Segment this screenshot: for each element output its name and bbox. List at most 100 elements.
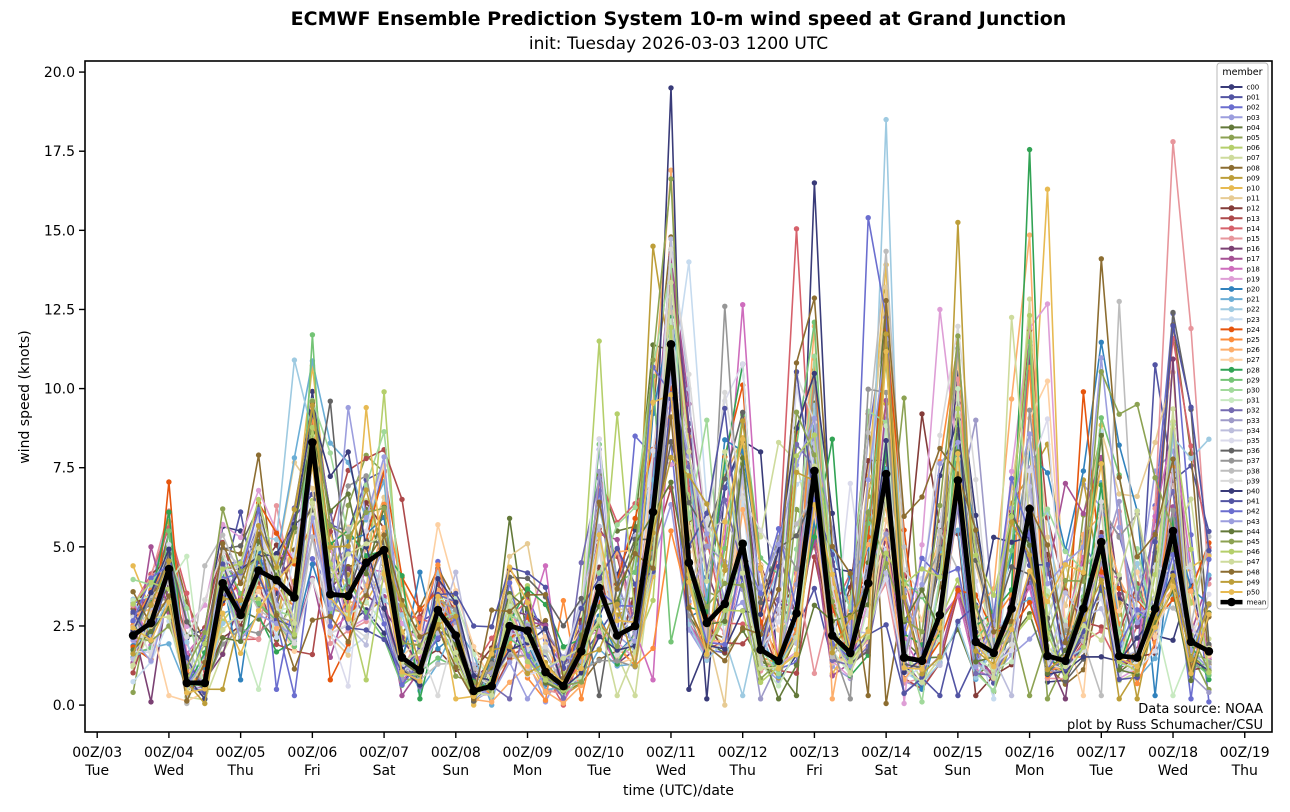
legend-swatch-marker: [1228, 296, 1235, 302]
y-axis-label: wind speed (knots): [17, 330, 33, 464]
x-tick-label-dow: Tue: [586, 763, 611, 779]
legend-item-label: p47: [1247, 558, 1260, 566]
legend-item-label: p46: [1247, 548, 1261, 556]
legend-item-label: p22: [1247, 306, 1260, 314]
legend-swatch-marker: [1228, 336, 1235, 343]
legend-swatch-marker: [1228, 568, 1235, 575]
legend-box: [1216, 62, 1269, 610]
legend-item-label: p18: [1247, 265, 1260, 273]
legend-item-label: p09: [1247, 174, 1260, 182]
legend-swatch-marker: [1228, 154, 1235, 161]
x-tick-label-utc: 00Z/17: [1076, 745, 1126, 761]
legend-swatch-marker: [1228, 589, 1235, 595]
legend-item-label: p39: [1247, 477, 1260, 485]
legend-swatch-marker: [1227, 597, 1236, 607]
legend-item-label: p40: [1247, 488, 1260, 496]
x-tick-label-utc: 00Z/09: [503, 745, 553, 761]
legend-swatch-marker: [1228, 366, 1235, 373]
legend-swatch-marker: [1228, 276, 1235, 282]
legend-item-p04: p04: [1220, 124, 1261, 132]
legend-swatch-marker: [1228, 478, 1235, 484]
legend-swatch-marker: [1228, 164, 1235, 171]
legend-item-label: p30: [1247, 387, 1260, 395]
legend-item-p37: p37: [1220, 457, 1260, 465]
legend-item-p47: p47: [1220, 558, 1260, 566]
legend-item-label: mean: [1247, 599, 1267, 607]
legend-item-p31: p31: [1220, 397, 1260, 405]
x-tick-label-dow: Mon: [513, 763, 543, 779]
x-tick-label-dow: Thu: [729, 763, 756, 779]
legend-swatch-marker: [1228, 215, 1235, 222]
legend-item-p17: p17: [1220, 255, 1260, 263]
x-tick-label-utc: 00Z/13: [789, 745, 839, 761]
legend-item-p28: p28: [1220, 366, 1260, 374]
y-tick-label: 7.5: [53, 461, 75, 477]
legend-item-p09: p09: [1220, 174, 1260, 182]
legend-item-p44: p44: [1220, 528, 1260, 536]
legend-swatch-marker: [1228, 316, 1235, 323]
legend-item-p25: p25: [1220, 336, 1260, 344]
legend-item-label: p02: [1247, 104, 1260, 112]
legend-item-label: p19: [1247, 275, 1260, 283]
x-tick-label-dow: Sun: [945, 763, 972, 779]
legend-swatch-marker: [1228, 104, 1235, 111]
legend-item-p36: p36: [1220, 447, 1261, 455]
x-tick-label-utc: 00Z/10: [574, 745, 624, 761]
legend-item-p07: p07: [1220, 154, 1260, 162]
legend-item-p11: p11: [1220, 195, 1260, 203]
legend-swatch-marker: [1228, 255, 1235, 262]
legend-swatch-marker: [1228, 84, 1235, 90]
legend-swatch-marker: [1228, 528, 1235, 535]
legend-item-label: p08: [1247, 164, 1260, 172]
x-tick-label-dow: Sat: [875, 763, 898, 779]
chart-subtitle: init: Tuesday 2026-03-03 1200 UTC: [528, 34, 829, 54]
legend-item-p33: p33: [1220, 417, 1260, 425]
legend-item-p34: p34: [1220, 427, 1260, 435]
legend-swatch-marker: [1228, 427, 1235, 434]
legend-item-label: p42: [1247, 508, 1260, 516]
legend-swatch-marker: [1228, 94, 1235, 100]
legend-title: member: [1222, 67, 1262, 78]
x-tick-label-dow: Thu: [226, 763, 253, 779]
legend-item-p01: p01: [1220, 94, 1260, 102]
legend-item-label: p29: [1247, 376, 1260, 384]
legend-item-label: p13: [1247, 215, 1260, 223]
legend-item-p13: p13: [1220, 215, 1260, 223]
legend-item-label: c00: [1247, 84, 1260, 92]
legend-item-label: p45: [1247, 538, 1260, 546]
x-tick-label-dow: Wed: [154, 763, 185, 779]
credit-note: plot by Russ Schumacher/CSU: [1067, 717, 1263, 733]
plot-border: [84, 60, 1273, 733]
x-tick-label-utc: 00Z/16: [1005, 745, 1055, 761]
x-tick-label-dow: Tue: [1088, 763, 1113, 779]
x-tick-label-dow: Wed: [656, 763, 687, 779]
legend-item-p27: p27: [1220, 356, 1260, 364]
legend-swatch-marker: [1228, 205, 1235, 212]
legend-swatch-marker: [1228, 326, 1235, 333]
legend-item-label: p03: [1247, 114, 1260, 122]
x-tick-label-dow: Mon: [1015, 763, 1045, 779]
legend-swatch-marker: [1228, 498, 1235, 504]
legend-item-p21: p21: [1220, 296, 1260, 304]
x-tick-label-utc: 00Z/18: [1148, 745, 1198, 761]
x-tick-label-dow: Sun: [442, 763, 469, 779]
x-tick-label-utc: 00Z/07: [359, 745, 409, 761]
legend-item-label: p36: [1247, 447, 1261, 455]
legend-swatch-marker: [1228, 114, 1235, 121]
legend-item-p42: p42: [1220, 508, 1260, 516]
legend-item-label: p33: [1247, 417, 1260, 425]
legend-item-label: p20: [1247, 286, 1260, 294]
legend-item-p24: p24: [1220, 326, 1260, 334]
legend-item-p23: p23: [1220, 316, 1260, 324]
x-tick-label-utc: 00Z/15: [933, 745, 983, 761]
legend-item-label: p06: [1247, 144, 1261, 152]
legend: member c00 p01 p02 p03 p04 p05 p06 p07 p08 p09 p10 p…: [1216, 62, 1269, 610]
legend-item-mean: mean: [1220, 597, 1267, 607]
x-tick-label-utc: 00Z/05: [216, 745, 266, 761]
y-tick-label: 15.0: [44, 223, 75, 239]
legend-item-label: p21: [1247, 296, 1260, 304]
legend-item-label: p28: [1247, 366, 1260, 374]
legend-item-p15: p15: [1220, 235, 1260, 243]
legend-item-label: p04: [1247, 124, 1261, 132]
